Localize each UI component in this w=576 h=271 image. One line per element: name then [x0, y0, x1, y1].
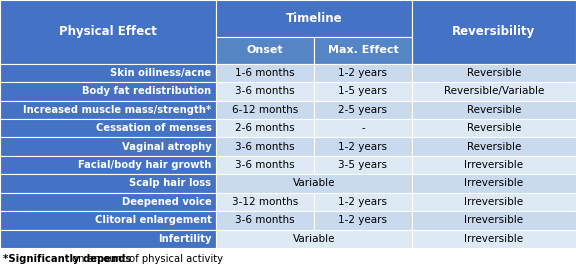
- Bar: [412, 119, 576, 137]
- Bar: [314, 82, 412, 101]
- Text: Reversibility: Reversibility: [452, 25, 536, 38]
- Text: 3-6 months: 3-6 months: [235, 142, 295, 151]
- Bar: [216, 137, 314, 156]
- Text: Physical Effect: Physical Effect: [59, 25, 157, 38]
- Bar: [412, 193, 576, 211]
- Bar: [412, 174, 576, 193]
- Text: 3-12 months: 3-12 months: [232, 197, 298, 207]
- Bar: [0, 101, 216, 119]
- Bar: [216, 119, 314, 137]
- Text: Skin oiliness/acne: Skin oiliness/acne: [110, 68, 211, 78]
- Bar: [0, 230, 216, 248]
- Bar: [412, 101, 576, 119]
- Text: Reversible/Variable: Reversible/Variable: [444, 86, 544, 96]
- Text: 2-5 years: 2-5 years: [338, 105, 388, 115]
- Bar: [412, 211, 576, 230]
- Bar: [0, 211, 216, 230]
- Text: 3-6 months: 3-6 months: [235, 215, 295, 225]
- Text: *Significantly depends: *Significantly depends: [3, 254, 131, 264]
- Bar: [314, 211, 412, 230]
- Bar: [0, 137, 216, 156]
- Text: Irreversible: Irreversible: [464, 179, 524, 188]
- Text: 1-2 years: 1-2 years: [338, 215, 388, 225]
- Text: on amount of physical activity: on amount of physical activity: [69, 254, 223, 264]
- Text: Facial/body hair growth: Facial/body hair growth: [78, 160, 211, 170]
- Bar: [314, 137, 412, 156]
- Bar: [216, 37, 314, 64]
- Bar: [216, 82, 314, 101]
- Bar: [314, 101, 412, 119]
- Bar: [216, 156, 314, 174]
- Text: Body fat redistribution: Body fat redistribution: [82, 86, 211, 96]
- Bar: [314, 64, 412, 82]
- Bar: [314, 156, 412, 174]
- Text: 3-6 months: 3-6 months: [235, 160, 295, 170]
- Bar: [0, 193, 216, 211]
- Text: Clitoral enlargement: Clitoral enlargement: [94, 215, 211, 225]
- Bar: [412, 137, 576, 156]
- Bar: [0, 82, 216, 101]
- Bar: [0, 64, 216, 82]
- Bar: [0, 174, 216, 193]
- Bar: [412, 230, 576, 248]
- Bar: [412, 82, 576, 101]
- Text: Cessation of menses: Cessation of menses: [96, 123, 211, 133]
- Text: 2-6 months: 2-6 months: [235, 123, 295, 133]
- Text: Variable: Variable: [293, 234, 335, 244]
- Bar: [216, 211, 314, 230]
- Text: 1-6 months: 1-6 months: [235, 68, 295, 78]
- Text: -: -: [361, 123, 365, 133]
- Bar: [314, 193, 412, 211]
- Text: Irreversible: Irreversible: [464, 160, 524, 170]
- Text: 1-2 years: 1-2 years: [338, 68, 388, 78]
- Text: 3-6 months: 3-6 months: [235, 86, 295, 96]
- Text: Irreversible: Irreversible: [464, 215, 524, 225]
- Text: Scalp hair loss: Scalp hair loss: [130, 179, 211, 188]
- Text: Onset: Onset: [247, 45, 283, 55]
- Bar: [314, 37, 412, 64]
- Text: 3-5 years: 3-5 years: [338, 160, 388, 170]
- Text: Reversible: Reversible: [467, 105, 521, 115]
- Text: 1-2 years: 1-2 years: [338, 142, 388, 151]
- Bar: [216, 230, 412, 248]
- Text: Reversible: Reversible: [467, 123, 521, 133]
- Bar: [314, 119, 412, 137]
- Bar: [216, 0, 412, 37]
- Bar: [412, 156, 576, 174]
- Text: Irreversible: Irreversible: [464, 234, 524, 244]
- Text: Increased muscle mass/strength*: Increased muscle mass/strength*: [23, 105, 211, 115]
- Bar: [412, 64, 576, 82]
- Bar: [216, 101, 314, 119]
- Text: Irreversible: Irreversible: [464, 197, 524, 207]
- Bar: [0, 0, 216, 64]
- Bar: [216, 174, 412, 193]
- Text: Max. Effect: Max. Effect: [328, 45, 398, 55]
- Bar: [412, 0, 576, 64]
- Text: Vaginal atrophy: Vaginal atrophy: [122, 142, 211, 151]
- Bar: [216, 193, 314, 211]
- Text: 1-2 years: 1-2 years: [338, 197, 388, 207]
- Bar: [0, 156, 216, 174]
- Text: Deepened voice: Deepened voice: [122, 197, 211, 207]
- Text: 6-12 months: 6-12 months: [232, 105, 298, 115]
- Text: Reversible: Reversible: [467, 68, 521, 78]
- Text: Reversible: Reversible: [467, 142, 521, 151]
- Text: 1-5 years: 1-5 years: [338, 86, 388, 96]
- Bar: [216, 64, 314, 82]
- Text: Variable: Variable: [293, 179, 335, 188]
- Text: Infertility: Infertility: [158, 234, 211, 244]
- Bar: [0, 119, 216, 137]
- Text: Timeline: Timeline: [286, 12, 342, 25]
